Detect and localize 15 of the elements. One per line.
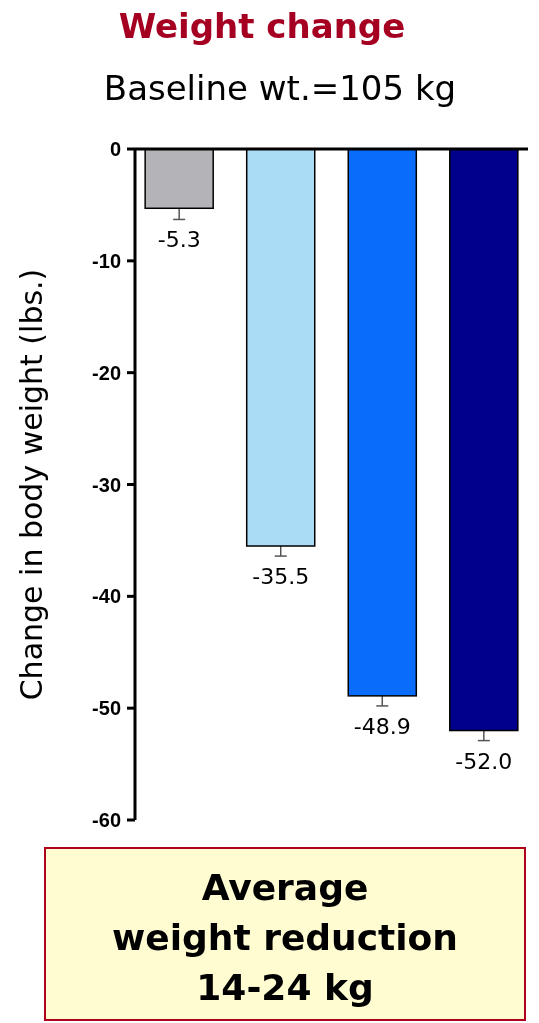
y-tick-label: -50 (92, 697, 121, 720)
data-label: -52.0 (455, 748, 513, 774)
y-tick-label: -60 (92, 809, 121, 831)
y-tick-label: -10 (92, 249, 121, 272)
y-axis-title: Change in body weight (lbs.) (14, 268, 49, 701)
data-label: -35.5 (252, 564, 310, 590)
text: Average weight reduction 14-24 kg (112, 867, 458, 1008)
y-tick-label: -30 (92, 473, 121, 496)
data-label: -48.9 (353, 713, 411, 739)
y-tick-label: -20 (92, 361, 121, 384)
y-tick-label: 0 (109, 138, 121, 160)
chart-subtitle: Baseline wt.=105 kg (103, 68, 457, 108)
data-label: -5.3 (157, 227, 201, 253)
chart-title: Weight change (118, 6, 406, 46)
y-tick-label: -40 (92, 585, 121, 608)
